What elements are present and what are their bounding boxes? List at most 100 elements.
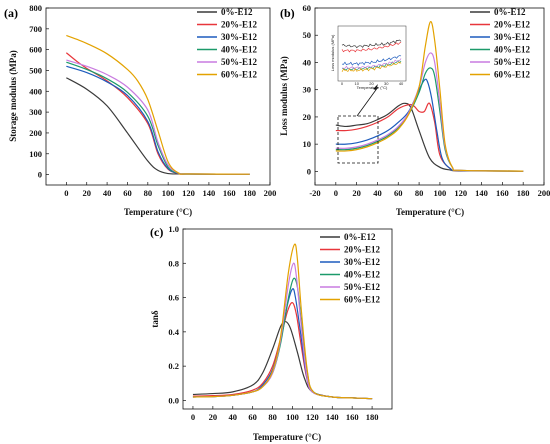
panel-a-legend-label: 20%-E12 [221, 20, 258, 30]
panel-c-legend-label: 40%-E12 [344, 270, 381, 280]
panel-b-ytick-label: 60 [303, 3, 312, 13]
panel-b-xtick-label: 60 [394, 188, 403, 198]
panel-b-label: (b) [280, 6, 295, 20]
panel-a-legend: 0%-E12 20%-E12 30%-E12 40%-E12 50%-E12 60%-E1… [197, 7, 258, 80]
panel-a-xlabel: Temperature (°C) [124, 207, 192, 217]
panel-b-xtick-label: 120 [454, 188, 467, 198]
panel-b-legend-label: 60%-E12 [494, 70, 531, 80]
panel-a-ytick-label: 300 [29, 107, 42, 117]
panel-b-ticks: -20 0 20 40 60 80 100 120 140 160 180 2000102030405… [303, 3, 550, 198]
panel-b-ytick-label: 30 [303, 85, 312, 95]
panel-c-ytick-label: 0.4 [168, 327, 179, 337]
panel-b-series-line [335, 21, 524, 172]
panel-a-ytick-label: 0 [38, 170, 42, 180]
panel-a-series-line [66, 34, 250, 175]
panel-c-legend-label: 0%-E12 [344, 232, 376, 242]
panel-c-series-line [192, 243, 373, 400]
panel-a-ticks: 0 20 40 60 80 100 120 140 160 180 200 0 100 200 300 400… [29, 3, 276, 198]
panel-c-frame [182, 228, 393, 410]
panel-a-xtick-label: 80 [144, 188, 153, 198]
panel-a-series-line [66, 77, 250, 175]
panel-c-legend: 0%-E12 20%-E12 30%-E12 40%-E12 50%-E12 60%-E1… [320, 232, 381, 305]
panel-c-xtick-label: 20 [209, 412, 218, 422]
inset-xlabel: Temperature (°C) [357, 85, 388, 90]
panel-b-series-line [335, 102, 524, 172]
panel-c-legend-label: 20%-E12 [344, 245, 381, 255]
panel-a-xtick-label: 100 [162, 188, 175, 198]
panel-b-series-line [335, 78, 524, 172]
panel-b-xtick-label: 20 [352, 188, 361, 198]
panel-b: (b) -20 0 20 40 60 80 100 120 140 160 180 200010203… [279, 3, 550, 217]
panel-a-legend-label: 30%-E12 [221, 32, 258, 42]
panel-a-ylabel: Storage modulus (MPa) [8, 50, 18, 142]
panel-a-xtick-label: 20 [82, 188, 91, 198]
panel-c-xtick-label: 60 [248, 412, 257, 422]
panel-c-xtick-label: 140 [326, 412, 339, 422]
panel-a-xtick-label: 180 [243, 188, 256, 198]
panel-a-legend-label: 60%-E12 [221, 70, 258, 80]
panel-b-legend-label: 50%-E12 [494, 57, 531, 67]
panel-b-xtick-label: 100 [434, 188, 447, 198]
panel-c-legend-label: 50%-E12 [344, 282, 381, 292]
zoom-arrow-head [373, 84, 378, 90]
panel-c-xtick-label: 180 [366, 412, 379, 422]
panel-a-curves [65, 34, 250, 175]
panel-a-xtick-label: 200 [264, 188, 277, 198]
panel-a-legend-label: 40%-E12 [221, 45, 258, 55]
inset-series-line [341, 61, 402, 73]
panel-c-ytick-label: 0.6 [168, 293, 179, 303]
panel-c-ytick-label: 0.0 [168, 395, 179, 405]
inset-series-line [341, 55, 402, 66]
panel-c-curves [192, 243, 373, 400]
inset-ylabel: Loss modulus (MPa) [330, 34, 335, 71]
inset-xtick-label: 40 [399, 81, 404, 86]
panel-b-legend-label: 40%-E12 [494, 45, 531, 55]
panel-c-series-line [192, 288, 373, 400]
panel-b-series-line [335, 102, 524, 172]
panel-a-ytick-label: 200 [29, 128, 42, 138]
panel-c-legend-label: 30%-E12 [344, 257, 381, 267]
panel-b-inset: 0 10 20 30 40 Temperature (°C) Loss modulus … [330, 25, 407, 90]
panel-b-legend-label: 30%-E12 [494, 32, 531, 42]
panel-c-ytick-label: 1.0 [168, 224, 179, 234]
panel-b-ytick-label: 10 [303, 139, 312, 149]
panel-b-frame [314, 7, 545, 186]
panel-b-ytick-label: 0 [307, 166, 311, 176]
panel-a-ytick-label: 100 [29, 149, 42, 159]
panel-c-xtick-label: 120 [306, 412, 319, 422]
panel-a-ytick-label: 400 [29, 86, 42, 96]
panel-c: (c) 0 20 40 60 80 100 120 140 160 180 0.0 0.2 0.4 0.6… [150, 224, 393, 442]
panel-b-ytick-label: 20 [303, 112, 312, 122]
panel-b-legend-label: 20%-E12 [494, 20, 531, 30]
panel-c-xtick-label: 80 [268, 412, 277, 422]
panel-b-xtick-label: 140 [475, 188, 488, 198]
panel-b-ytick-label: 40 [303, 57, 312, 67]
panel-a-ytick-label: 600 [29, 45, 42, 55]
panel-a-series-line [66, 65, 250, 175]
panel-c-xtick-label: 0 [191, 412, 195, 422]
panel-a-legend-label: 50%-E12 [221, 57, 258, 67]
panel-a-label: (a) [4, 6, 18, 20]
panel-b-xtick-label: 0 [334, 188, 338, 198]
inset-frame [337, 25, 407, 82]
panel-a-ytick-label: 800 [29, 3, 42, 13]
inset-ticks: 0 10 20 30 40 [341, 81, 404, 86]
panel-c-legend-label: 60%-E12 [344, 295, 381, 305]
inset-curves [341, 39, 402, 73]
zoom-box [337, 115, 379, 164]
panel-a-ytick-label: 700 [29, 24, 42, 34]
panel-b-xtick-label: 200 [538, 188, 550, 198]
inset-series-line [341, 39, 402, 49]
panel-b-legend: 0%-E12 20%-E12 30%-E12 40%-E12 50%-E12 60%-E1… [470, 7, 531, 80]
inset-series-line [341, 41, 402, 53]
inset-series-line [341, 58, 402, 70]
inset-xtick-label: 0 [341, 81, 344, 86]
panel-b-xtick-label: 180 [517, 188, 530, 198]
zoom-arrow [356, 86, 379, 117]
inset-xtick-label: 10 [355, 81, 360, 86]
panel-c-xtick-label: 100 [286, 412, 299, 422]
panel-c-xtick-label: 40 [229, 412, 238, 422]
panel-b-series-line [335, 67, 524, 172]
panel-a-xtick-label: 0 [64, 188, 68, 198]
